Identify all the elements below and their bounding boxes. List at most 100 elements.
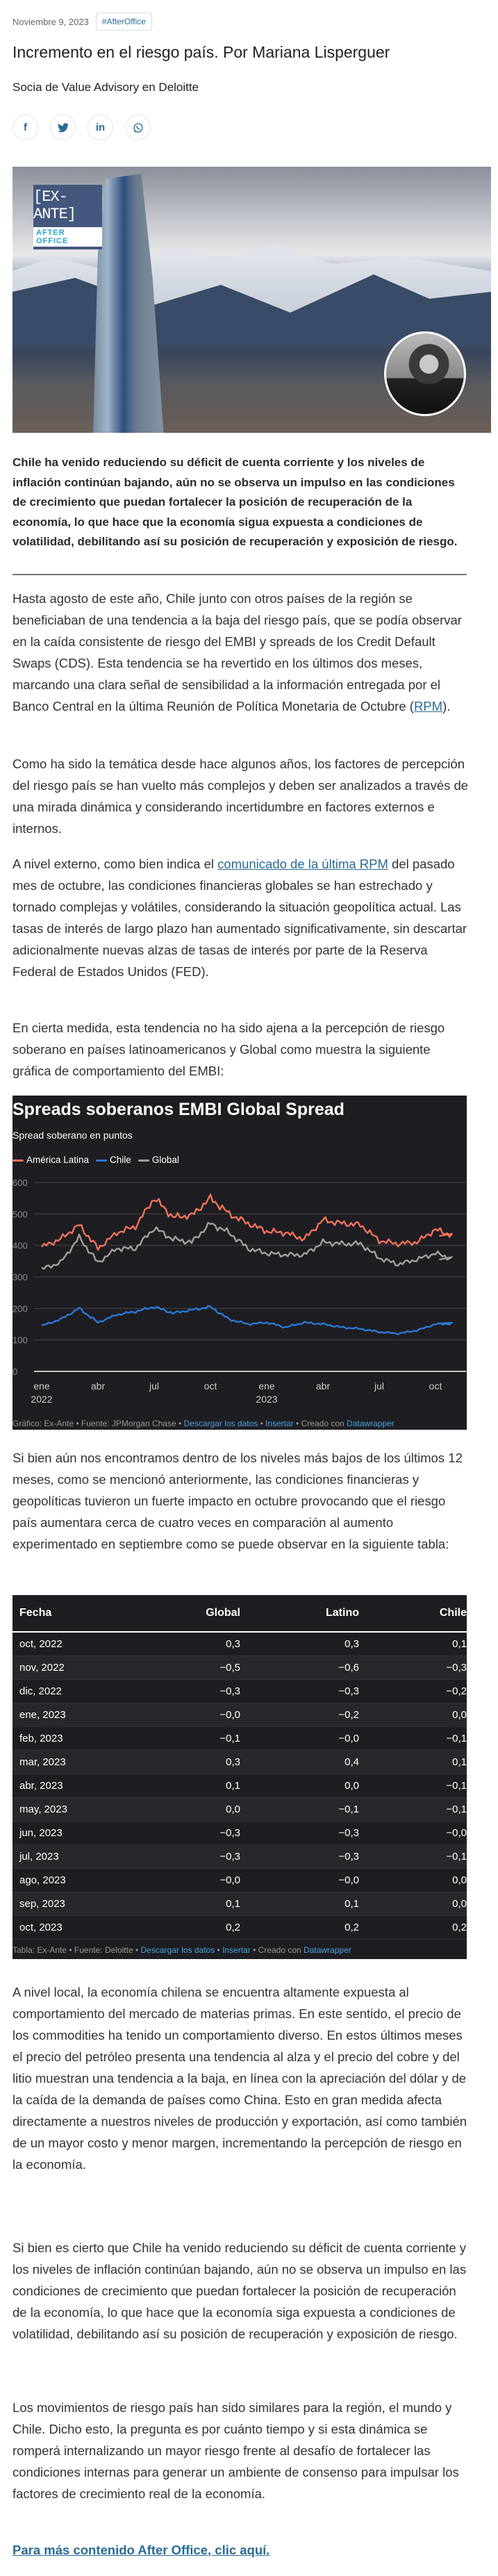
article-lead: Chile ha venido reduciendo su déficit de… bbox=[13, 456, 458, 548]
value-cell: 0,1 bbox=[226, 1898, 240, 1910]
table-row: jul, 2023 −0,3 −0,3 −0,1 bbox=[13, 1845, 467, 1869]
value-cell: 0,2 bbox=[345, 1922, 359, 1933]
series-line-america-latina bbox=[41, 1194, 453, 1251]
x-tick-label: ene bbox=[258, 1380, 275, 1392]
table-row: abr, 2023 0,1 0,0 −0,1 bbox=[13, 1774, 467, 1798]
whatsapp-icon bbox=[133, 122, 143, 133]
y-tick-label: 200 bbox=[13, 1303, 28, 1314]
value-cell: −0,3 bbox=[446, 1662, 467, 1674]
text: ). bbox=[442, 699, 451, 713]
table-row: sep, 2023 0,1 0,1 0,0 bbox=[13, 1892, 467, 1916]
column-header[interactable]: Chile bbox=[439, 1607, 467, 1619]
value-cell: −0,3 bbox=[338, 1685, 359, 1697]
y-tick-label: 100 bbox=[13, 1335, 28, 1346]
embed-link[interactable]: Insertar bbox=[222, 1945, 251, 1955]
y-tick-label: 500 bbox=[13, 1209, 28, 1219]
x-tick-label: jul bbox=[149, 1380, 159, 1392]
paragraph-4: En cierta medida, esta tendencia no ha s… bbox=[13, 1021, 445, 1078]
paragraph-7: Si bien es cierto que Chile ha venido re… bbox=[13, 2240, 467, 2341]
value-cell: 0,0 bbox=[452, 1898, 467, 1910]
share-buttons: f in bbox=[13, 115, 151, 140]
y-tick-label: 300 bbox=[13, 1272, 28, 1282]
table-row: ago, 2023 −0,0 −0,0 0,0 bbox=[13, 1869, 467, 1892]
linkedin-icon: in bbox=[95, 122, 106, 133]
value-cell: −0,3 bbox=[219, 1827, 240, 1839]
value-cell: 0,2 bbox=[226, 1922, 240, 1933]
column-header[interactable]: Fecha bbox=[19, 1607, 52, 1619]
value-cell: −0,0 bbox=[219, 1709, 240, 1721]
legend-label: Global bbox=[151, 1155, 179, 1165]
column-header[interactable]: Global bbox=[206, 1607, 240, 1619]
paragraph-5: Si bien aún nos encontramos dentro de lo… bbox=[13, 1451, 463, 1551]
download-data-link[interactable]: Descargar los datos bbox=[140, 1945, 215, 1955]
table-row: may, 2023 0,0 −0,1 −0,1 bbox=[13, 1798, 467, 1822]
date-cell: nov, 2022 bbox=[19, 1662, 65, 1674]
value-cell: 0,2 bbox=[452, 1922, 467, 1933]
value-cell: −0,1 bbox=[446, 1803, 467, 1815]
legend-label: América Latina bbox=[26, 1155, 90, 1165]
datawrapper-link[interactable]: Datawrapper bbox=[347, 1419, 395, 1428]
text: Hasta agosto de este año, Chile junto co… bbox=[13, 591, 462, 713]
rpm-communique-link[interactable]: comunicado de la última RPM bbox=[217, 857, 388, 871]
text: del pasado mes de octubre, las condicion… bbox=[13, 857, 467, 979]
table-row: jun, 2023 −0,3 −0,3 −0,0 bbox=[13, 1822, 467, 1845]
date-cell: jun, 2023 bbox=[19, 1827, 63, 1839]
rpm-link[interactable]: RPM bbox=[413, 699, 443, 713]
text: • bbox=[258, 1419, 266, 1428]
share-linkedin-button[interactable]: in bbox=[88, 115, 113, 140]
more-afteroffice-link[interactable]: Para más contenido After Office, clic aq… bbox=[13, 2543, 270, 2557]
value-cell: 0,0 bbox=[452, 1709, 467, 1721]
paragraph-6: A nivel local, la economía chilena se en… bbox=[13, 1985, 467, 2172]
column-header[interactable]: Latino bbox=[326, 1607, 359, 1619]
datawrapper-link[interactable]: Datawrapper bbox=[304, 1945, 351, 1955]
share-facebook-button[interactable]: f bbox=[13, 115, 38, 140]
value-cell: −0,1 bbox=[338, 1803, 359, 1815]
chart-legend: América Latina Chile Global bbox=[13, 1155, 179, 1165]
tag-afteroffice[interactable]: #AfterOffice bbox=[95, 13, 152, 31]
article-meta: Noviembre 9, 2023 #AfterOffice bbox=[13, 13, 152, 31]
x-tick-label: oct bbox=[204, 1380, 217, 1392]
chart-title: Spreads soberanos EMBI Global Spread bbox=[13, 1100, 345, 1119]
chart-footer: Gráfico: Ex-Ante • Fuente: JPMorgan Chas… bbox=[13, 1419, 395, 1428]
value-cell: 0,3 bbox=[345, 1638, 359, 1650]
table-row: nov, 2022 −0,5 −0,6 −0,3 bbox=[13, 1656, 467, 1680]
article-title: Incremento en el riesgo país. Por Marian… bbox=[13, 43, 390, 61]
article-subtitle: Socia de Value Advisory en Deloitte bbox=[13, 81, 199, 94]
value-cell: 0,3 bbox=[226, 1756, 240, 1768]
download-data-link[interactable]: Descargar los datos bbox=[183, 1419, 258, 1428]
text: • Creado con bbox=[250, 1945, 304, 1955]
x-tick-year: 2023 bbox=[256, 1394, 277, 1405]
risk-table: Fecha Global Latino Chile oct, 2022 0,3 0,… bbox=[13, 1595, 467, 1959]
x-tick-label: abr bbox=[91, 1380, 106, 1392]
value-cell: −0,1 bbox=[446, 1733, 467, 1744]
text: Tabla: Ex-Ante • Fuente: Deloitte • bbox=[13, 1945, 141, 1955]
date-cell: mar, 2023 bbox=[19, 1756, 66, 1768]
table-header: Fecha Global Latino Chile bbox=[13, 1595, 467, 1633]
value-cell: 0,1 bbox=[226, 1780, 240, 1792]
value-cell: −0,0 bbox=[219, 1874, 240, 1886]
chart-plot: 0 100 200 300 400 500 600 ene 2022 abr jul oct ene 20… bbox=[13, 1178, 466, 1405]
embed-link[interactable]: Insertar bbox=[265, 1419, 294, 1428]
legend-item: Chile bbox=[96, 1155, 131, 1165]
value-cell: 0,4 bbox=[345, 1756, 359, 1768]
table-row: oct, 2023 0,2 0,2 0,2 bbox=[13, 1916, 467, 1940]
share-whatsapp-button[interactable] bbox=[125, 115, 151, 140]
twitter-icon bbox=[57, 122, 69, 132]
table-row: feb, 2023 −0,1 −0,0 −0,1 bbox=[13, 1727, 467, 1751]
divider bbox=[13, 574, 467, 575]
value-cell: 0,1 bbox=[452, 1638, 467, 1650]
value-cell: −0,1 bbox=[446, 1780, 467, 1792]
author-portrait bbox=[384, 331, 466, 416]
date-cell: ago, 2023 bbox=[19, 1874, 66, 1886]
value-cell: −0,6 bbox=[338, 1662, 359, 1674]
share-twitter-button[interactable] bbox=[50, 115, 76, 140]
hero-image: [EX-ANTE] AFTER OFFICE bbox=[13, 167, 491, 433]
paragraph-1: Hasta agosto de este año, Chile junto co… bbox=[13, 588, 471, 717]
value-cell: 0,0 bbox=[452, 1874, 467, 1886]
chart-subtitle: Spread soberano en puntos bbox=[13, 1130, 133, 1141]
table-row: mar, 2023 0,3 0,4 0,1 bbox=[13, 1751, 467, 1774]
y-tick-label: 0 bbox=[13, 1367, 17, 1377]
logo-subtext: AFTER OFFICE bbox=[33, 226, 102, 247]
exante-logo: [EX-ANTE] AFTER OFFICE bbox=[33, 185, 102, 249]
value-cell: −0,2 bbox=[338, 1709, 359, 1721]
